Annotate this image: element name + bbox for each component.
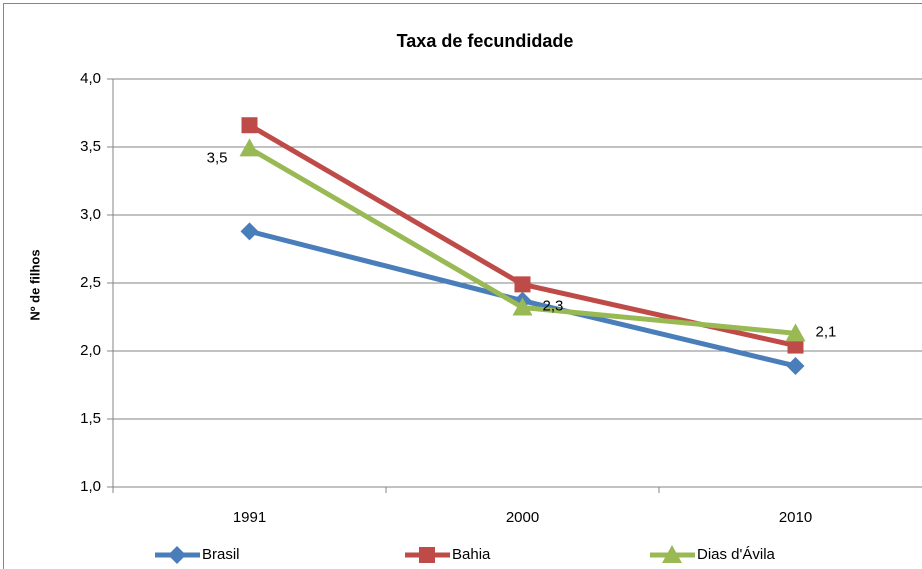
x-tick-label: 2000 (506, 509, 539, 526)
legend-label: Dias d'Ávila (697, 546, 776, 563)
y-tick-label: 3,0 (80, 206, 101, 223)
y-tick-label: 2,5 (80, 274, 101, 291)
y-tick-label: 4,0 (80, 70, 101, 87)
marker (241, 117, 258, 134)
x-tick-label: 1991 (233, 509, 266, 526)
x-tick-label: 2010 (779, 509, 812, 526)
marker (787, 337, 804, 354)
data-label: 2,1 (816, 323, 837, 340)
y-tick-label: 2,0 (80, 342, 101, 359)
marker (514, 276, 531, 293)
chart-title: Taxa de fecundidade (397, 31, 574, 51)
marker (786, 356, 805, 375)
marker (512, 297, 533, 316)
data-label: 3,5 (207, 149, 228, 166)
marker (239, 138, 260, 157)
y-axis-label: Nº de filhos (27, 249, 42, 320)
y-tick-label: 3,5 (80, 138, 101, 155)
legend-label: Brasil (202, 546, 240, 563)
data-label: 2,3 (543, 297, 564, 314)
legend-label: Bahia (452, 546, 491, 563)
marker (240, 222, 259, 241)
marker (419, 547, 435, 563)
marker (662, 545, 682, 563)
y-tick-label: 1,5 (80, 410, 101, 427)
y-tick-label: 1,0 (80, 478, 101, 495)
marker (785, 323, 806, 342)
marker (168, 546, 186, 564)
